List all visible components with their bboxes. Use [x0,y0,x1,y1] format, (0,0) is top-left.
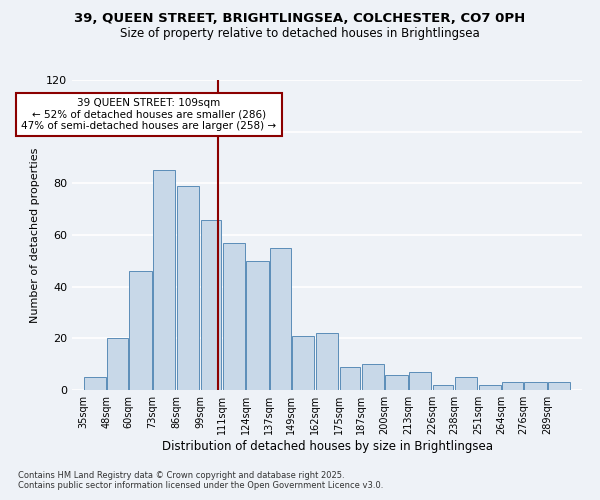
Text: Contains HM Land Registry data © Crown copyright and database right 2025.
Contai: Contains HM Land Registry data © Crown c… [18,470,383,490]
Text: 39, QUEEN STREET, BRIGHTLINGSEA, COLCHESTER, CO7 0PH: 39, QUEEN STREET, BRIGHTLINGSEA, COLCHES… [74,12,526,26]
X-axis label: Distribution of detached houses by size in Brightlingsea: Distribution of detached houses by size … [161,440,493,453]
Bar [153,170,175,390]
Bar [455,377,477,390]
Bar [83,377,106,390]
Bar [247,261,269,390]
Bar [292,336,314,390]
Bar [130,271,152,390]
Bar [177,186,199,390]
Bar [385,374,407,390]
Bar [524,382,547,390]
Bar [223,243,245,390]
Text: 39 QUEEN STREET: 109sqm
← 52% of detached houses are smaller (286)
47% of semi-d: 39 QUEEN STREET: 109sqm ← 52% of detache… [21,98,277,132]
Bar [548,382,571,390]
Bar [316,333,338,390]
Bar [107,338,128,390]
Bar [433,385,454,390]
Bar [502,382,523,390]
Bar [200,220,221,390]
Bar [340,367,360,390]
Text: Size of property relative to detached houses in Brightlingsea: Size of property relative to detached ho… [120,28,480,40]
Bar [479,385,501,390]
Bar [409,372,431,390]
Y-axis label: Number of detached properties: Number of detached properties [31,148,40,322]
Bar [362,364,384,390]
Bar [270,248,290,390]
